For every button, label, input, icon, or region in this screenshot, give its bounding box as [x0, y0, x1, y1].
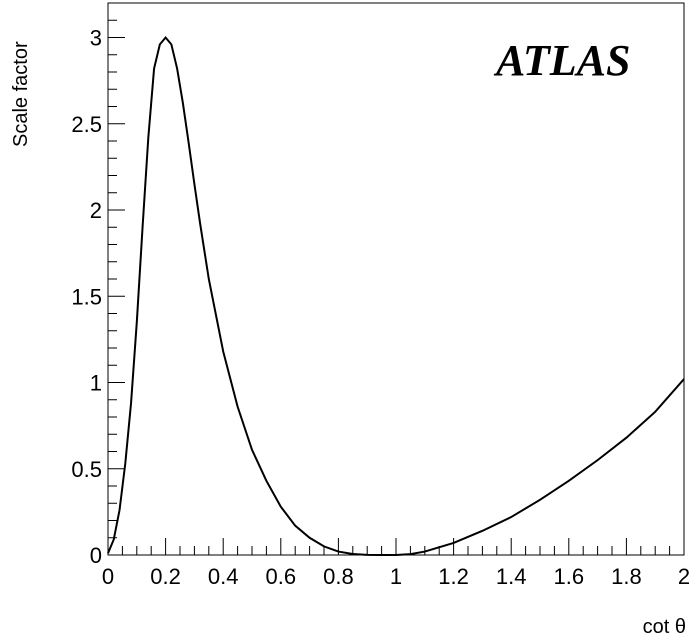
x-tick-label: 2 [678, 564, 690, 589]
x-tick-label: 0.2 [150, 564, 181, 589]
x-axis-title: cot θ [643, 616, 686, 638]
x-tick-label: 1.8 [611, 564, 642, 589]
series-line [107, 35, 685, 556]
x-tick-label: 0.6 [266, 564, 297, 589]
plot-frame [107, 2, 685, 556]
atlas-label: ATLAS [493, 36, 631, 85]
x-axis-ticks [107, 538, 685, 555]
y-tick-label: 3 [90, 26, 102, 51]
x-tick-label: 0.4 [208, 564, 239, 589]
y-tick-label: 1 [90, 371, 102, 396]
x-tick-label: 1.2 [438, 564, 469, 589]
y-tick-label: 0 [90, 543, 102, 568]
y-tick-label: 2.5 [71, 112, 102, 137]
y-axis-title: Scale factor [10, 41, 32, 147]
y-tick-label: 1.5 [71, 284, 102, 309]
x-tick-label: 1.6 [554, 564, 585, 589]
x-tick-label: 0 [102, 564, 114, 589]
y-tick-label: 0.5 [71, 457, 102, 482]
x-tick-label: 1.4 [496, 564, 527, 589]
x-tick-label: 1 [390, 564, 402, 589]
y-axis-tick-labels: 0 0.5 1 1.5 2 2.5 3 [71, 26, 102, 569]
x-tick-label: 0.8 [323, 564, 354, 589]
y-tick-label: 2 [90, 198, 102, 223]
x-axis-tick-labels: 0 0.2 0.4 0.6 0.8 1 1.2 1.4 1.6 1.8 2 [102, 564, 690, 589]
y-axis-ticks [108, 2, 125, 556]
